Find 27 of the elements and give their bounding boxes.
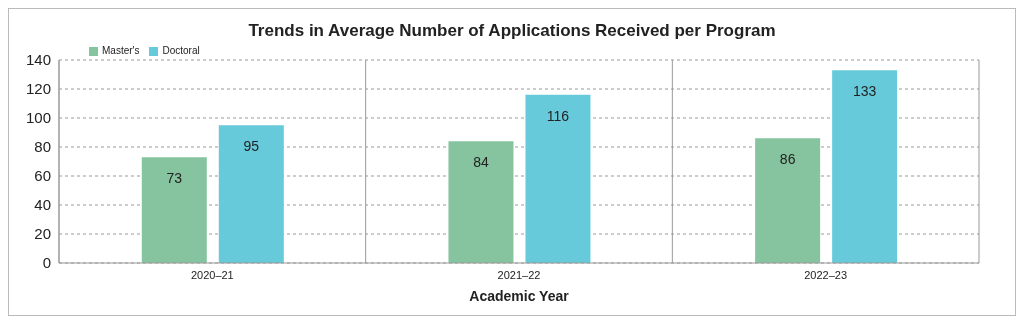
bar xyxy=(755,138,821,263)
data-label: 116 xyxy=(546,107,570,124)
y-tick-label: 140 xyxy=(25,51,51,69)
x-tick-label: 2022–23 xyxy=(804,268,848,281)
bar xyxy=(832,70,898,263)
y-tick-label: 40 xyxy=(34,196,51,214)
x-tick-label: 2021–22 xyxy=(497,268,541,281)
y-tick-label: 120 xyxy=(25,80,51,98)
bar xyxy=(141,157,207,263)
bar xyxy=(525,94,591,263)
data-label: 73 xyxy=(166,170,183,187)
legend-label: Master's xyxy=(102,45,140,56)
y-tick-label: 80 xyxy=(34,138,51,156)
chart-title: Trends in Average Number of Applications Received per Program xyxy=(247,20,777,41)
y-tick-label: 60 xyxy=(34,167,51,185)
bar xyxy=(218,125,284,263)
bar xyxy=(448,141,514,263)
legend-label: Doctoral xyxy=(162,45,200,56)
data-label: 95 xyxy=(243,138,260,155)
y-tick-label: 100 xyxy=(25,109,51,127)
data-label: 133 xyxy=(852,83,877,100)
x-tick-label: 2020–21 xyxy=(190,268,234,281)
y-tick-label: 0 xyxy=(42,254,51,272)
data-label: 84 xyxy=(473,154,489,171)
y-tick-label: 20 xyxy=(34,225,51,243)
x-axis-title: Academic Year xyxy=(469,288,570,304)
data-label: 86 xyxy=(779,151,796,168)
